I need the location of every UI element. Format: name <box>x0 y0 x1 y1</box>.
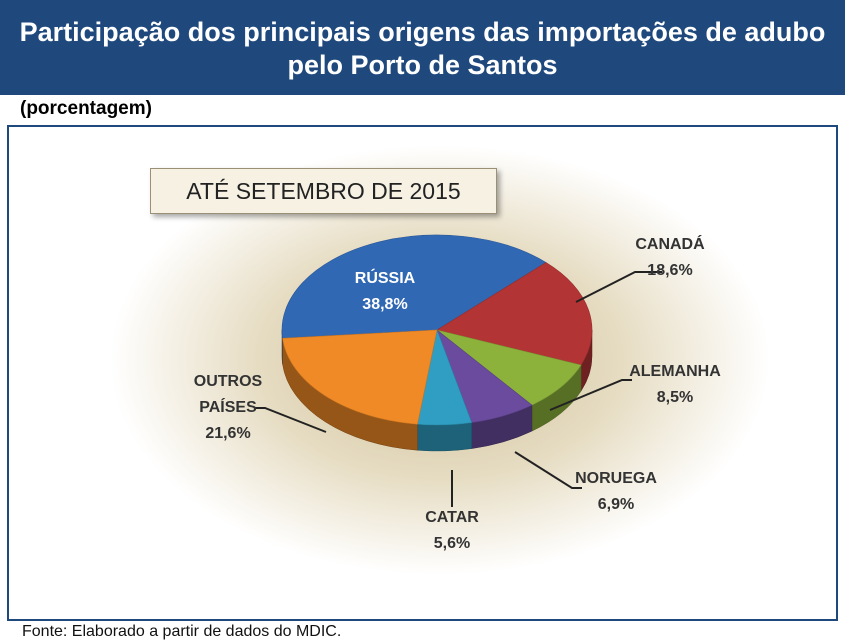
category-label: CANADÁ <box>635 236 705 253</box>
slice-label: ALEMANHA 8,5% <box>629 359 721 411</box>
category-label: ALEMANHA <box>629 363 721 380</box>
value-label: 38,8% <box>362 296 408 313</box>
leader-line <box>255 407 327 433</box>
slice-label: RÚSSIA 38,8% <box>355 266 415 318</box>
annotation: ATÉ SETEMBRO DE 2015 <box>150 168 497 214</box>
slice-side <box>417 422 472 452</box>
value-label: 21,6% <box>205 425 251 442</box>
slice-label: CANADÁ 18,6% <box>635 232 704 284</box>
value-label: 8,5% <box>656 389 694 406</box>
source-note: Fonte: Elaborado a partir de dados do MD… <box>22 623 342 640</box>
leader-line <box>514 451 582 489</box>
category-label: NORUEGA <box>575 470 657 487</box>
slice <box>281 234 547 339</box>
slice <box>282 329 438 425</box>
chart-subtitle: (porcentagem) <box>20 98 152 119</box>
leader-line <box>575 271 662 303</box>
leader-line <box>549 379 632 411</box>
value-label: 18,6% <box>647 262 693 279</box>
header <box>0 0 845 95</box>
chart-title: Participação dos principais origens das … <box>19 17 826 80</box>
value-label: 5,6% <box>433 535 471 552</box>
category-label: OUTROS PAÍSES <box>193 373 263 416</box>
category-label: CATAR <box>425 509 479 526</box>
slice-label: CATAR 5,6% <box>425 505 479 557</box>
value-label: 6,9% <box>597 496 635 513</box>
slice-label: OUTROS PAÍSES 21,6% <box>183 369 273 447</box>
category-label: RÚSSIA <box>354 270 416 287</box>
slice-label: NORUEGA 6,9% <box>575 466 657 518</box>
